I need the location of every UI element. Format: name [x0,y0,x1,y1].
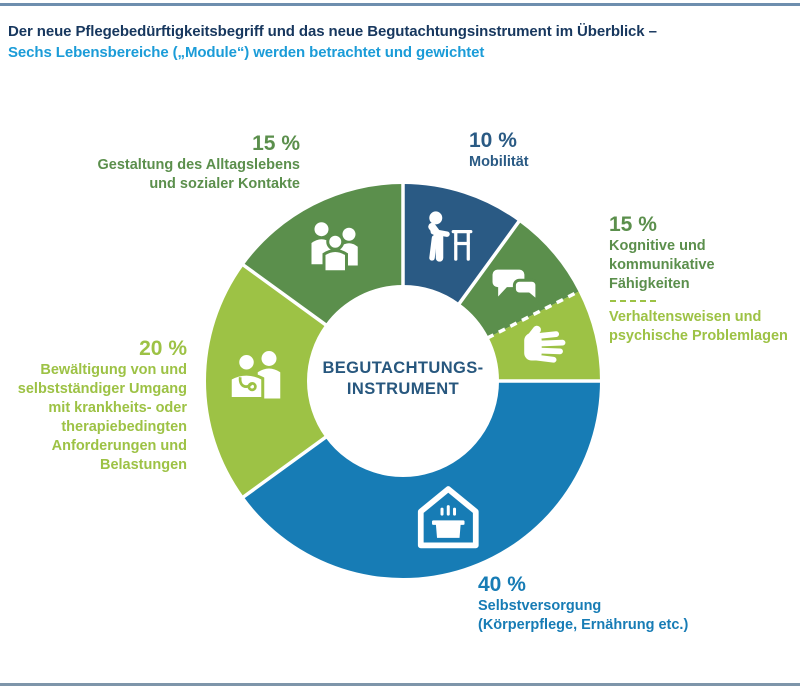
annotation-line: psychische Problemlagen [609,328,788,344]
weight-value: 20 % [139,337,187,360]
annotation-line: Anforderungen und [51,438,187,454]
segment-selbstversorgung [243,381,600,578]
annotation-line: Gestaltung des Alltagslebens [97,157,300,173]
segment-divider [241,435,328,499]
segment-divider [241,263,328,327]
annotation-line: Mobilität [469,154,529,170]
weight-value: 40 % [478,573,526,596]
center-label-line-2: INSTRUMENT [346,380,460,398]
annotation-line: Bewältigung von und [40,362,187,378]
annotation-line: (Körperpflege, Ernährung etc.) [478,617,689,633]
annotation-line: Verhaltensweisen und [609,309,762,325]
annotation-line: mit krankheits- oder [48,400,187,416]
doctor-icon [228,349,282,400]
segment-divider-dashed [486,289,581,340]
bottom-rule [0,683,800,686]
title-line-2: Sechs Lebensbereiche („Module“) werden b… [8,44,485,61]
annotation-selbstversorgung: 40 % Selbstversorgung (Körperpflege, Ern… [478,572,688,635]
segment-divider [457,219,521,306]
dashed-separator [610,300,656,302]
annotation-line: Fähigkeiten [609,276,690,292]
annotation-line: selbstständiger Umgang [17,381,187,397]
annotation-line: und sozialer Kontakte [149,176,300,192]
annotation-bewaeltigung: 20 % Bewältigung von und selbstständiger… [18,336,187,475]
weight-value: 10 % [469,129,517,152]
annotation-kognitiv-verhalten: 15 % Kognitive und kommunikative Fähigke… [609,212,800,346]
annotation-line: Selbstversorgung [478,598,602,614]
top-rule [0,3,800,6]
annotation-mobilitaet: 10 % Mobilität [469,128,529,172]
annotation-line: Belastungen [99,457,187,473]
weight-value: 15 % [252,132,300,155]
annotation-gestaltung: 15 % Gestaltung des Alltagslebens und so… [97,131,300,194]
page-title: Der neue Pflegebedürftigkeitsbegriff und… [8,21,657,63]
donut-center-label: BEGUTACHTUNGS- INSTRUMENT [283,358,523,400]
weight-value: 15 % [609,213,657,236]
annotation-line: therapiebedingten [61,419,187,435]
annotation-line: Kognitive und kommunikative [609,238,715,273]
title-line-1: Der neue Pflegebedürftigkeitsbegriff und… [8,23,657,40]
center-label-line-1: BEGUTACHTUNGS- [322,359,484,377]
